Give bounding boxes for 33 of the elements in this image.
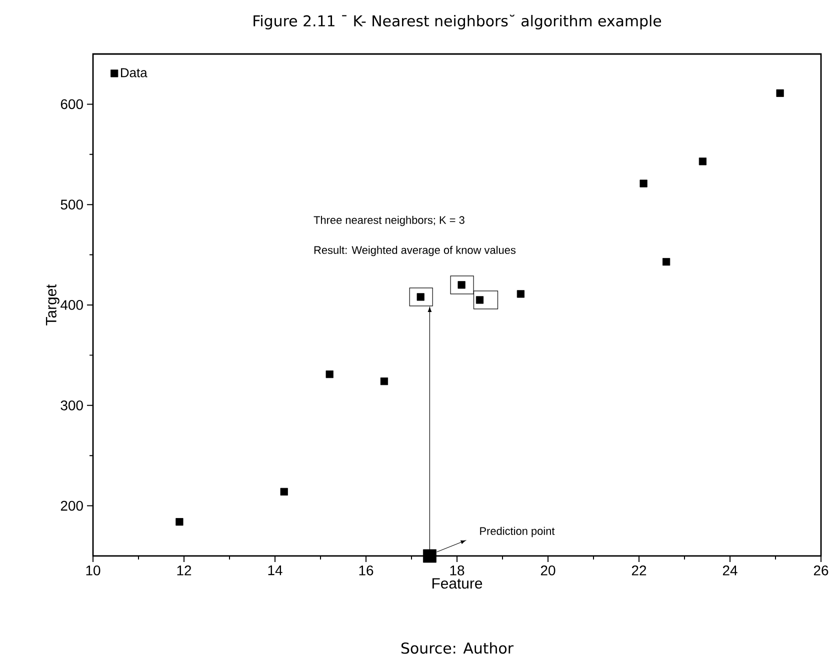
chart-title: Figure 2.11 ¯ K- Nearest neighbors˘ algorithm example	[254, 14, 662, 30]
point	[280, 488, 288, 496]
y-axis-title: Target	[46, 284, 60, 326]
x-tick-label: 18	[450, 565, 464, 576]
x-tick-label: 16	[359, 565, 374, 576]
point	[516, 290, 525, 298]
point	[662, 258, 670, 266]
y-tick-label: 200	[60, 500, 83, 511]
x-tick-label: 14	[268, 566, 282, 576]
x-tick-label: 12	[177, 565, 192, 576]
x-tick-label: 20	[540, 565, 556, 576]
legend-label: Data	[121, 68, 148, 78]
y-tick-label: 500	[60, 200, 83, 210]
y-tick-label: 600	[60, 99, 83, 110]
point	[640, 180, 648, 188]
x-tick-label: 24	[722, 565, 738, 576]
point	[423, 549, 436, 563]
annotation: Prediction point	[480, 526, 555, 538]
point	[698, 158, 707, 166]
x-axis-title: Feature	[432, 578, 482, 589]
point	[176, 518, 184, 526]
x-tick-label: 26	[814, 565, 828, 576]
point	[776, 89, 784, 97]
x-tick-label: 10	[86, 565, 100, 576]
point	[326, 370, 334, 378]
point	[380, 377, 388, 386]
annotation: Three nearest neighbors; K = 3	[314, 216, 464, 226]
y-tick-label: 300	[60, 400, 83, 410]
source-note: Source: Author	[401, 642, 514, 654]
y-tick-label: 400	[60, 300, 83, 310]
annotation: Result: Weighted average of know values	[314, 246, 516, 256]
x-tick-label: 22	[632, 565, 646, 576]
point	[476, 296, 484, 304]
